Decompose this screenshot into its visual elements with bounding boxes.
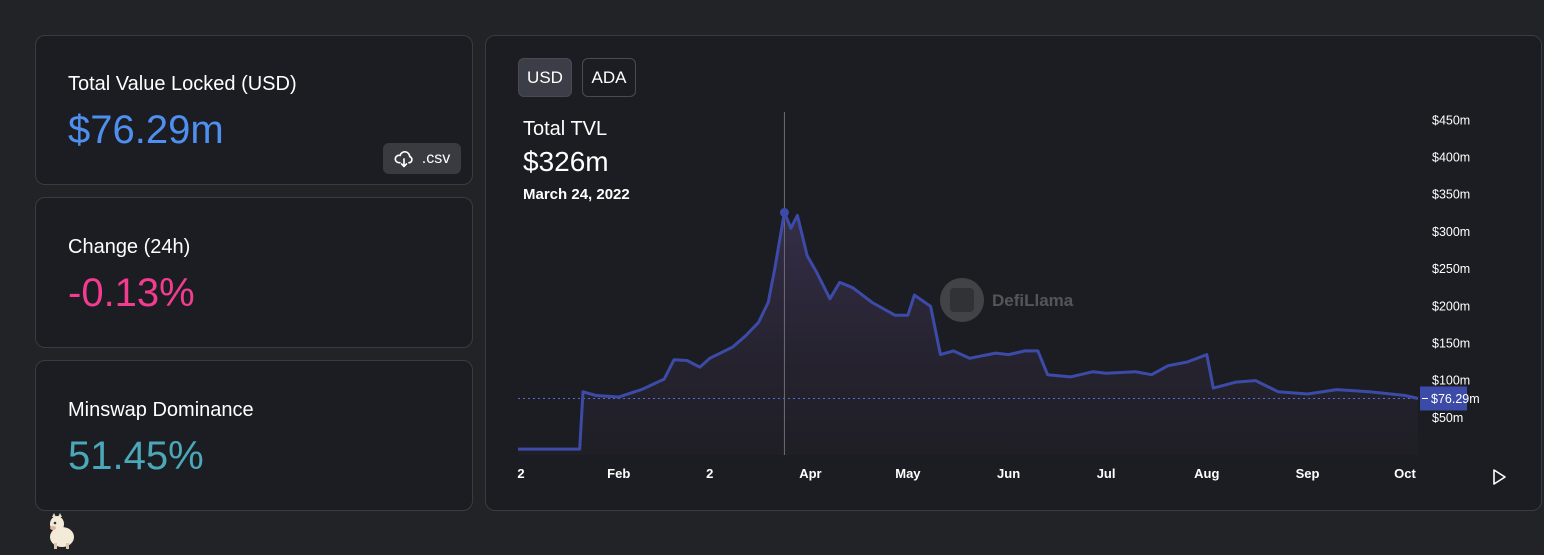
usd-toggle[interactable]: USD [518, 58, 572, 97]
tooltip-title: Total TVL [523, 118, 608, 140]
change-value: -0.13% [68, 271, 195, 315]
dominance-card: Minswap Dominance 51.45% [35, 360, 473, 511]
download-csv-button[interactable]: .csv [383, 143, 461, 174]
tvl-card: Total Value Locked (USD) $76.29m .csv [35, 35, 473, 185]
change-label: Change (24h) [68, 236, 191, 258]
tooltip-date: March 24, 2022 [523, 186, 630, 203]
tvl-value: $76.29m [68, 108, 224, 152]
tvl-label: Total Value Locked (USD) [68, 73, 297, 95]
chart-card [485, 35, 1542, 511]
change-card: Change (24h) -0.13% [35, 197, 473, 348]
llama-logo-icon [50, 513, 74, 549]
dominance-value: 51.45% [68, 434, 204, 478]
ada-toggle[interactable]: ADA [582, 58, 636, 97]
tooltip-value: $326m [523, 146, 609, 177]
cloud-download-icon [394, 150, 413, 167]
csv-label: .csv [421, 149, 451, 167]
dominance-label: Minswap Dominance [68, 399, 254, 421]
